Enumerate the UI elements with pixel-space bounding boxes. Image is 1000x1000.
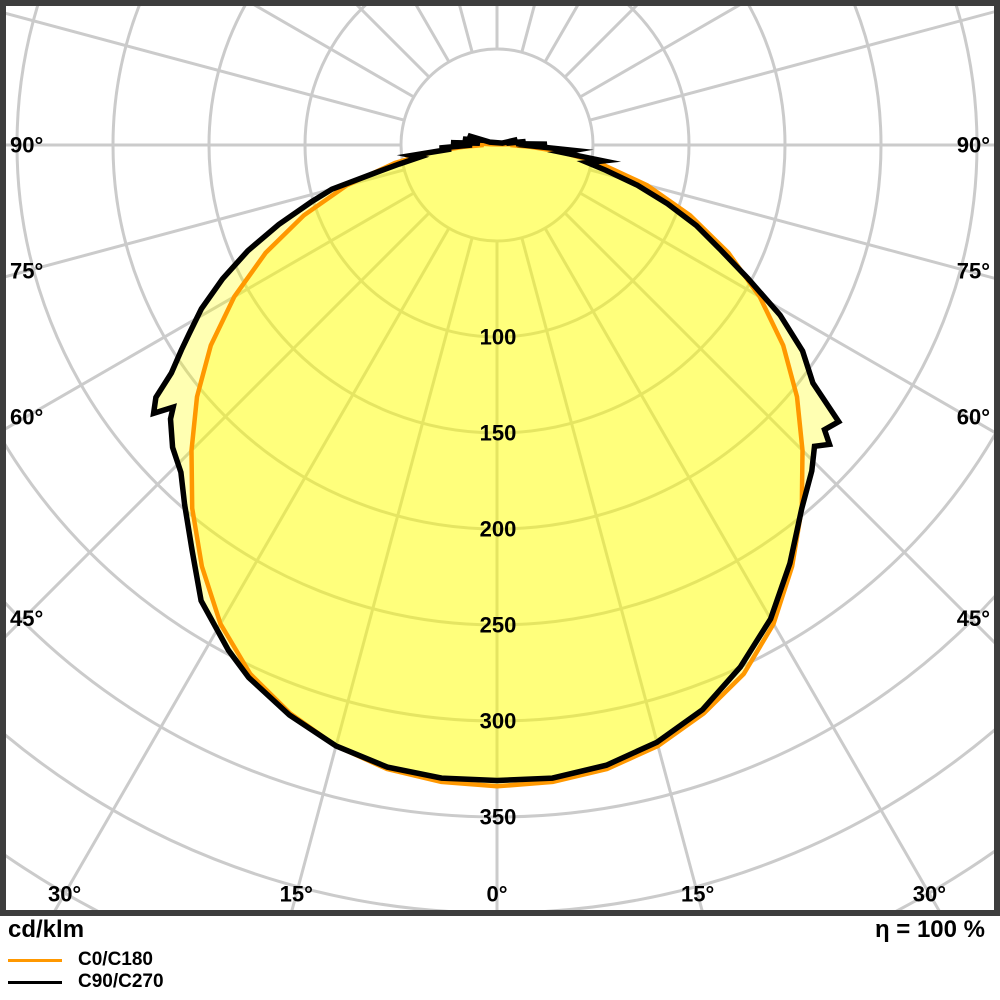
legend-line-c90-c270 (8, 980, 62, 984)
plot-area (6, 6, 994, 910)
grid-ray (520, 237, 704, 910)
efficiency-label: η = 100 % (874, 916, 985, 943)
angle-tick-label: 45° (10, 606, 43, 631)
fill-c0-c180 (191, 143, 803, 787)
radial-tick-label: 150 (480, 421, 517, 446)
grid-ray (589, 168, 994, 280)
angle-tick-label: 60° (10, 404, 43, 429)
grid-ray (290, 237, 474, 910)
curve-c90-c270 (150, 132, 843, 784)
grid-ray (6, 11, 405, 122)
grid-ray (253, 6, 415, 99)
grid-ray (6, 191, 415, 431)
angle-tick-label: 90° (10, 133, 43, 158)
grid-ray (563, 211, 994, 645)
angle-tick-labels: 90° 90° 75° 75° 60° 60° 45° 45° 30° 30° 15° 15° 0° (10, 133, 990, 907)
legend-label-c90-c270: C90/C270 (78, 971, 164, 992)
grid-ray (543, 6, 580, 63)
grid-ray (355, 6, 431, 79)
radial-tick-label: 200 (480, 517, 517, 542)
legend-line-c0-c180 (8, 958, 62, 962)
grid-ray (589, 10, 994, 122)
angle-tick-label: 30° (48, 882, 81, 907)
legend-label-c0-c180: C0/C180 (78, 949, 153, 970)
plot-frame (0, 0, 1000, 916)
angle-tick-label: 0° (486, 882, 507, 907)
angle-tick-label: 15° (681, 882, 714, 907)
grid-ray (53, 227, 451, 910)
angle-tick-label: 45° (957, 606, 990, 631)
radial-tick-label: 250 (480, 613, 517, 638)
grid-ray (563, 6, 639, 79)
grid-ray (543, 227, 941, 910)
angle-tick-label: 90° (957, 133, 990, 158)
polar-intensity-chart: 100 150 200 250 300 350 90° 90° 75° 75° 60° 60° 45° 4… (0, 0, 1000, 916)
units-label: cd/klm (8, 916, 85, 943)
legend-item-c90-c270: C90/C270 (8, 971, 164, 993)
legend: C0/C180 C90/C270 (8, 949, 164, 993)
grid-ray (6, 211, 431, 639)
legend-item-c0-c180: C0/C180 (8, 949, 164, 971)
grid-ray (458, 6, 474, 53)
angle-tick-label: 75° (10, 258, 43, 283)
radial-tick-label: 100 (480, 325, 517, 350)
angle-tick-label: 15° (280, 882, 313, 907)
grid-ray (6, 168, 405, 279)
angle-tick-label: 60° (957, 404, 990, 429)
radial-tick-label: 300 (480, 709, 517, 734)
fill-c90-c270 (153, 135, 839, 781)
radial-tick-label: 350 (480, 805, 517, 830)
angle-tick-label: 75° (957, 258, 990, 283)
grid-ray (579, 6, 741, 99)
grid-ray (520, 6, 536, 53)
angle-tick-label: 30° (913, 882, 946, 907)
radial-tick-labels: 100 150 200 250 300 350 (480, 325, 517, 830)
